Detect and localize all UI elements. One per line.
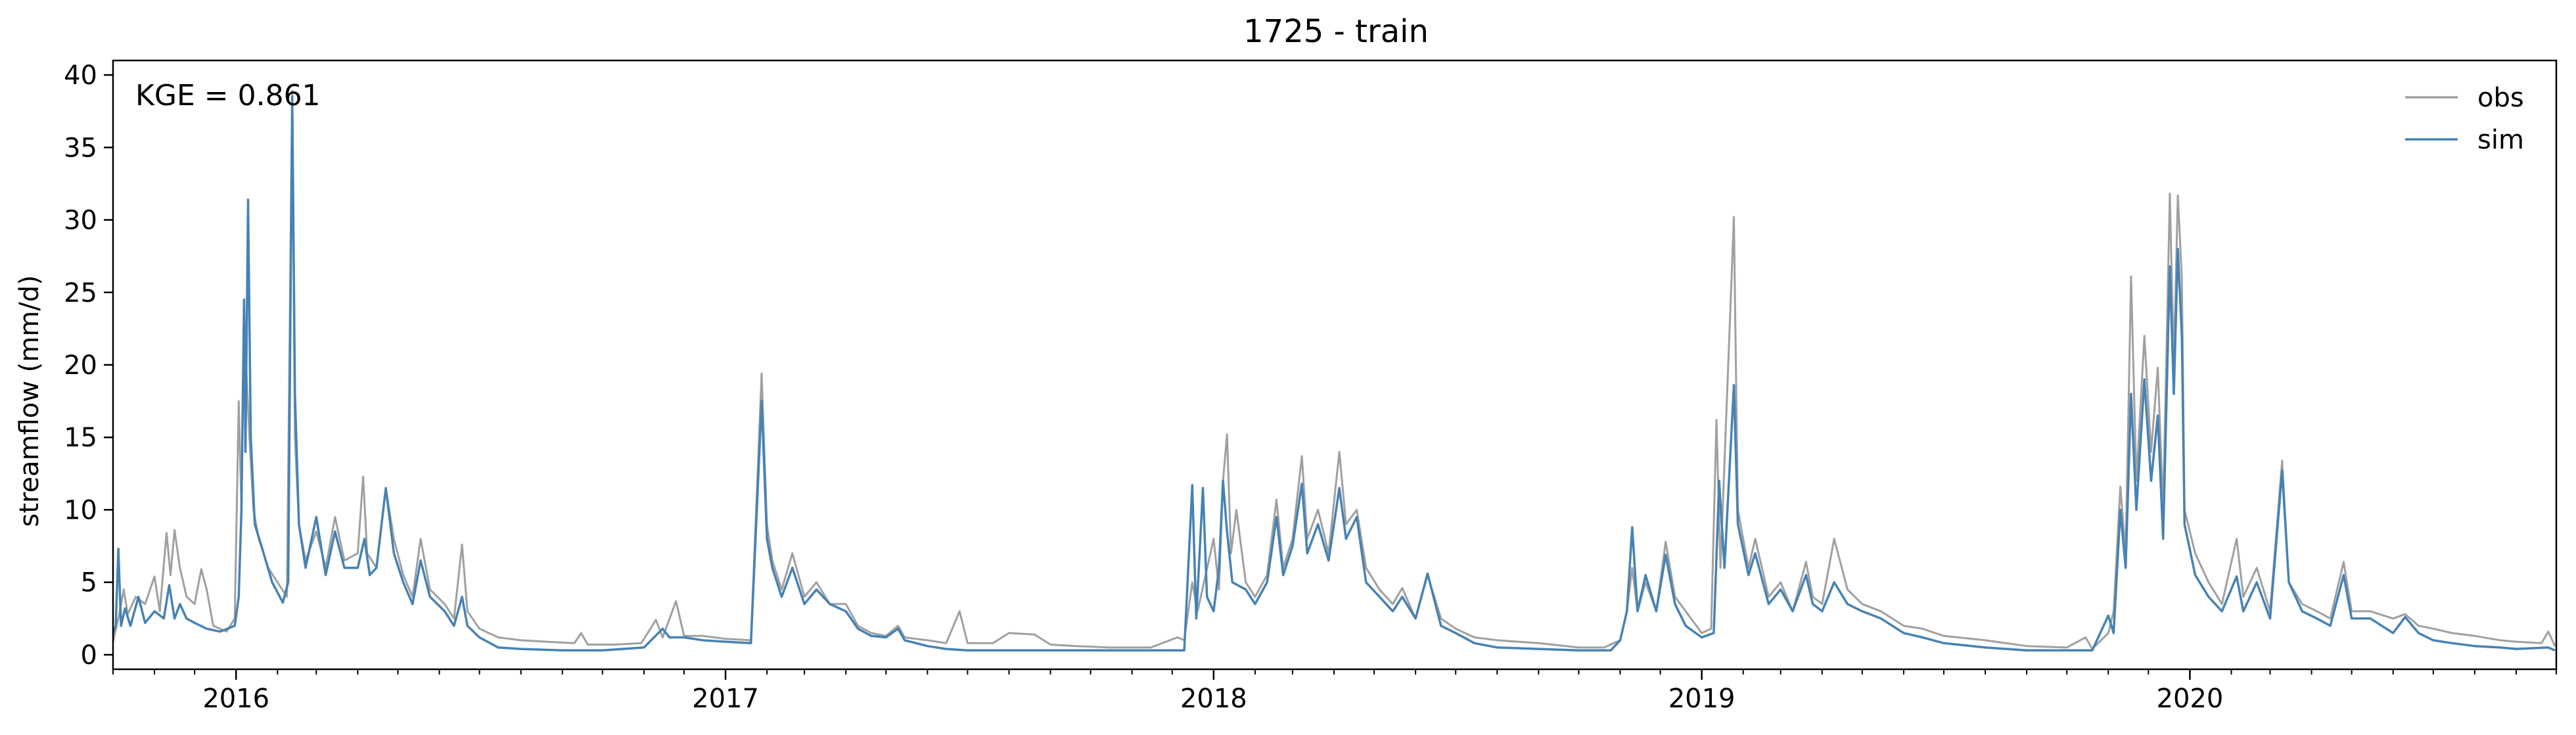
y-tick-label: 30 [64,206,97,236]
x-tick-label: 2017 [692,684,759,714]
x-tick-label: 2018 [1180,684,1247,714]
legend-label-obs: obs [2477,83,2524,113]
x-tick-label: 2019 [1668,684,1736,714]
y-tick-label: 0 [81,640,97,671]
y-axis-label: streamflow (mm/d) [14,275,45,527]
series-line-sim [113,95,2556,652]
plot-frame [112,59,2558,671]
x-axis: 2016 2017 2018 2019 2020 [112,669,2557,714]
legend-label-sim: sim [2477,125,2524,155]
y-tick-label: 10 [64,495,97,525]
kge-annotation: KGE = 0.861 [135,79,321,112]
y-axis: 0 5 10 15 20 25 30 35 40 [64,60,113,671]
legend: obs sim [2405,83,2524,155]
y-tick-label: 15 [64,423,97,453]
y-tick-label: 35 [64,133,97,163]
y-tick-label: 25 [64,278,97,308]
plot-lines [113,89,2556,652]
x-tick-label: 2020 [2157,684,2224,714]
y-tick-label: 5 [81,568,97,598]
y-tick-label: 40 [64,60,97,91]
x-tick-label: 2016 [202,684,269,714]
y-tick-label: 20 [64,350,97,381]
chart-title: 1725 - train [1243,13,1429,50]
